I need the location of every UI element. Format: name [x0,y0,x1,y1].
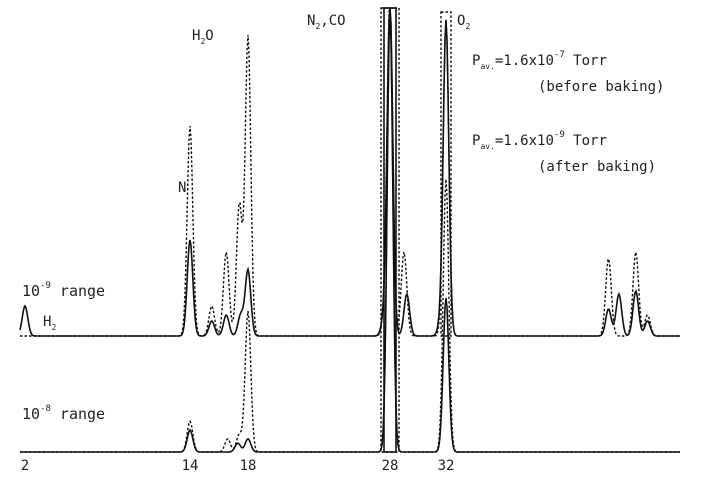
annotation-h2: H2 [43,314,56,332]
panel-2-dotted-trace [20,11,680,453]
legend-before-pressure: Pav.=1.6x10-7 Torr [472,50,607,71]
panel-1-dotted-trace [20,7,680,337]
tick-label-18: 18 [240,458,257,474]
annotation-o2: O2 [457,13,470,31]
o2-offscale-dotted-bar [440,11,452,337]
tick-label-2: 2 [21,458,29,474]
panel-2-solid-trace [20,11,680,453]
range-label-lower: 10-8 range [22,404,105,423]
annotation-n2co: N2,CO [307,13,346,31]
tick-label-14: 14 [182,458,199,474]
legend-after-pressure: Pav.=1.6x10-9 Torr [472,130,607,151]
annotation-n: N [178,180,186,196]
legend-before-note: (before baking) [538,79,664,95]
n2co-offscale-dotted-bar [380,7,400,453]
tick-label-28: 28 [382,458,399,474]
annotation-h2o: H2O [192,28,214,46]
range-label-upper: 10-9 range [22,281,105,300]
tick-label-32: 32 [438,458,455,474]
legend-after-note: (after baking) [538,159,656,175]
spectrum-traces [19,7,680,453]
